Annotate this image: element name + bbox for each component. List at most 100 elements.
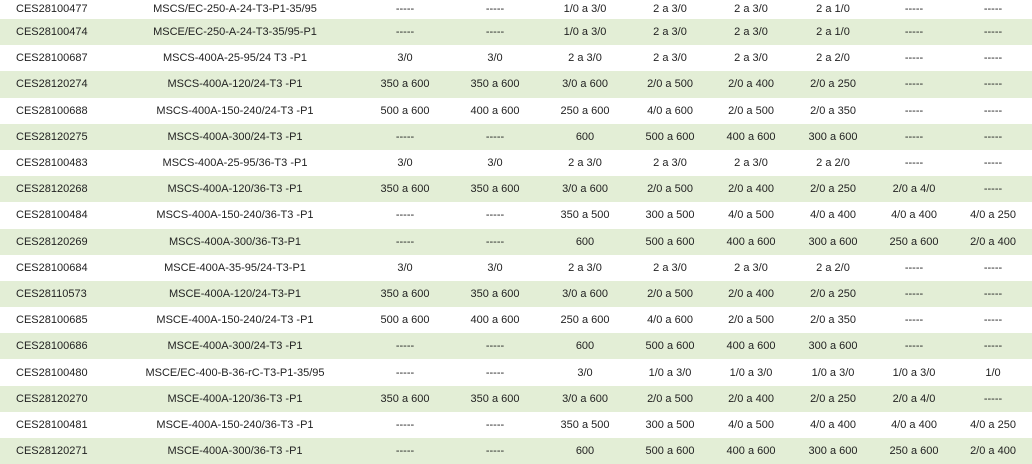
range-col-2: ----- xyxy=(485,340,505,353)
range-col-7: 2/0 a 4/0 xyxy=(892,392,936,405)
range-col-5: 400 a 600 xyxy=(726,340,776,353)
range-col-7: 4/0 a 400 xyxy=(891,418,937,431)
range-col-1: ----- xyxy=(395,340,415,353)
range-col-4: 2 a 3/0 xyxy=(653,261,687,274)
range-col-8: ----- xyxy=(983,26,1003,39)
range-col-7: ----- xyxy=(904,104,924,117)
range-col-5: 4/0 a 500 xyxy=(728,418,774,431)
range-col-7: 250 a 600 xyxy=(889,445,939,458)
range-col-3: 2 a 3/0 xyxy=(568,157,602,170)
range-col-4: 2/0 a 500 xyxy=(647,78,693,91)
range-col-8: ----- xyxy=(983,314,1003,327)
range-col-1: 350 a 600 xyxy=(380,78,430,91)
range-col-8: ----- xyxy=(983,392,1003,405)
model-name: MSCS-400A-120/36-T3 -P1 xyxy=(167,183,303,196)
range-col-6: 2/0 a 250 xyxy=(810,392,856,405)
range-col-1: ----- xyxy=(395,26,415,39)
model-name: MSCS-400A-120/24-T3 -P1 xyxy=(167,78,303,91)
range-col-3: 350 a 500 xyxy=(560,209,610,222)
range-col-1: ----- xyxy=(395,235,415,248)
range-col-4: 2 a 3/0 xyxy=(653,157,687,170)
range-col-8: 2/0 a 400 xyxy=(970,235,1016,248)
range-col-7: ----- xyxy=(904,340,924,353)
range-col-5: 2 a 3/0 xyxy=(734,52,768,65)
range-col-7: ----- xyxy=(904,287,924,300)
product-code: CES28120275 xyxy=(16,130,88,143)
range-col-1: 3/0 xyxy=(397,52,413,65)
product-code: CES28100480 xyxy=(16,366,88,379)
range-col-1: ----- xyxy=(395,418,415,431)
range-col-1: ----- xyxy=(395,209,415,222)
range-col-4: 4/0 a 600 xyxy=(647,104,693,117)
range-col-5: 4/0 a 500 xyxy=(728,209,774,222)
range-col-2: 350 a 600 xyxy=(470,78,520,91)
table-row: CES28100480 MSCE/EC-400-B-36-rC-T3-P1-35/… xyxy=(0,359,1032,385)
range-col-4: 500 a 600 xyxy=(645,445,695,458)
range-col-5: 2/0 a 500 xyxy=(728,104,774,117)
range-col-5: 1/0 a 3/0 xyxy=(729,366,773,379)
range-col-7: ----- xyxy=(904,130,924,143)
range-col-6: 300 a 600 xyxy=(808,235,858,248)
range-col-1: 350 a 600 xyxy=(380,287,430,300)
model-name: MSCE-400A-35-95/24-T3-P1 xyxy=(164,261,306,274)
range-col-7: ----- xyxy=(904,314,924,327)
product-code: CES28120268 xyxy=(16,183,88,196)
range-col-3: 1/0 a 3/0 xyxy=(563,3,607,15)
range-col-5: 400 a 600 xyxy=(726,235,776,248)
range-col-4: 300 a 500 xyxy=(645,418,695,431)
product-code: CES28100474 xyxy=(16,26,88,39)
model-name: MSCE/EC-250-A-24-T3-35/95-P1 xyxy=(153,26,317,39)
table-row: CES28120268 MSCS-400A-120/36-T3 -P1 350 a … xyxy=(0,176,1032,203)
range-col-2: 350 a 600 xyxy=(470,183,520,196)
range-col-1: 350 a 600 xyxy=(380,183,430,196)
range-col-6: 4/0 a 400 xyxy=(810,209,856,222)
range-col-3: 1/0 a 3/0 xyxy=(563,26,607,39)
range-col-2: 3/0 xyxy=(487,261,503,274)
table-row: CES28100688 MSCS-400A-150-240/24-T3 -P1 50… xyxy=(0,98,1032,124)
range-col-3: 600 xyxy=(575,130,595,143)
range-col-5: 2 a 3/0 xyxy=(734,3,768,15)
model-name: MSCE-400A-300/24-T3 -P1 xyxy=(167,340,303,353)
range-col-4: 2/0 a 500 xyxy=(647,392,693,405)
product-code: CES28120271 xyxy=(16,445,88,458)
range-col-1: 350 a 600 xyxy=(380,392,430,405)
range-col-4: 2 a 3/0 xyxy=(653,52,687,65)
product-code: CES28110573 xyxy=(16,287,87,300)
range-col-1: 3/0 xyxy=(397,261,413,274)
range-col-3: 600 xyxy=(575,445,595,458)
product-code: CES28120270 xyxy=(16,392,88,405)
range-col-6: 2/0 a 250 xyxy=(810,287,856,300)
table-row: CES28120275 MSCS-400A-300/24-T3 -P1 ----- -… xyxy=(0,123,1032,150)
table-row: CES28100685 MSCE-400A-150-240/24-T3 -P1 50… xyxy=(0,307,1032,333)
product-code: CES28100686 xyxy=(16,340,88,353)
model-name: MSCS/EC-250-A-24-T3-P1-35/95 xyxy=(153,3,317,15)
range-col-5: 2 a 3/0 xyxy=(734,26,768,39)
range-col-8: ----- xyxy=(983,183,1003,196)
range-col-7: ----- xyxy=(904,157,924,170)
range-col-2: ----- xyxy=(485,445,505,458)
range-col-6: 300 a 600 xyxy=(808,445,858,458)
range-col-1: ----- xyxy=(395,366,415,379)
range-col-6: 2 a 2/0 xyxy=(816,52,850,65)
range-col-3: 2 a 3/0 xyxy=(568,261,602,274)
range-col-5: 2/0 a 400 xyxy=(728,287,774,300)
range-col-1: 3/0 xyxy=(397,157,413,170)
product-code: CES28100685 xyxy=(16,314,88,327)
range-col-8: ----- xyxy=(983,130,1003,143)
range-col-6: 300 a 600 xyxy=(808,340,858,353)
table-row: CES28120269 MSCS-400A-300/36-T3-P1 ----- --… xyxy=(0,228,1032,255)
table-row: CES28100483 MSCS-400A-25-95/36-T3 -P1 3/0 3… xyxy=(0,150,1032,176)
range-col-2: ----- xyxy=(485,235,505,248)
table-row: CES28100684 MSCE-400A-35-95/24-T3-P1 3/0 3/… xyxy=(0,255,1032,281)
table-row: CES28100477 MSCS/EC-250-A-24-T3-P1-35/95 -… xyxy=(0,0,1032,19)
range-col-5: 2 a 3/0 xyxy=(734,157,768,170)
range-col-7: 250 a 600 xyxy=(889,235,939,248)
model-name: MSCE-400A-300/36-T3 -P1 xyxy=(167,445,303,458)
range-col-8: ----- xyxy=(983,52,1003,65)
range-col-2: ----- xyxy=(485,209,505,222)
range-col-7: ----- xyxy=(904,261,924,274)
range-col-6: 1/0 a 3/0 xyxy=(811,366,855,379)
model-name: MSCS-400A-300/36-T3-P1 xyxy=(168,235,302,248)
range-col-2: 350 a 600 xyxy=(470,287,520,300)
